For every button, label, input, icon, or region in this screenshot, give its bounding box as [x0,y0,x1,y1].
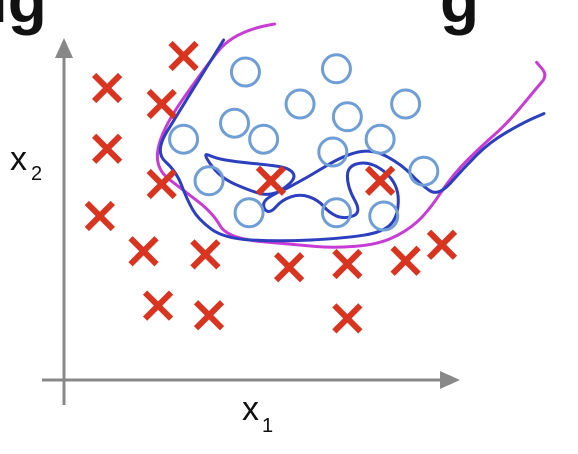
cropped-title: ig g [0,0,479,36]
circle-marker [229,56,261,88]
circle-marker [317,136,349,168]
cross-marker [426,229,458,260]
circle-marker [408,155,440,187]
circle-marker [219,107,251,139]
cross-marker [255,165,287,196]
circle-marker [284,88,316,120]
circle-marker [248,123,280,155]
circle-marker [193,165,225,197]
x-axis-arrowhead [440,371,460,389]
y-axis-label-main: x [10,140,27,178]
cross-marker [390,245,421,276]
circle-marker [364,123,396,155]
cross-marker [146,88,177,120]
svg-text:g: g [440,0,479,36]
cross-marker [128,236,159,267]
cross-marker [84,200,115,232]
data-points [84,40,458,334]
circle-marker [331,101,363,133]
cross-marker [332,248,363,280]
cross-marker [91,133,123,164]
circle-marker [368,200,400,232]
cross-marker [364,165,396,196]
y-axis-label-subscript: 2 [31,163,42,185]
cross-marker [273,252,305,283]
svg-text:ig: ig [0,0,47,36]
cross-marker [332,303,363,334]
cross-marker [168,40,199,72]
cross-marker [193,300,225,331]
cross-marker [91,72,123,104]
y-axis-label: x 2 [10,140,42,185]
cross-marker [142,290,174,321]
x-axis-label-main: x [242,390,259,428]
axes [42,38,460,405]
circle-marker [320,53,352,85]
circle-marker [233,197,265,229]
decision-boundaries [155,22,547,249]
decision-boundary-1 [155,22,547,249]
x-axis-label: x 1 [242,390,273,437]
x-axis-label-subscript: 1 [262,415,273,437]
circle-marker [168,123,200,155]
cross-marker [146,168,177,200]
decision-boundary-2 [158,38,546,243]
circle-marker [390,88,422,120]
circle-marker [320,197,352,229]
y-axis-arrowhead [55,38,73,58]
cross-marker [190,239,221,270]
